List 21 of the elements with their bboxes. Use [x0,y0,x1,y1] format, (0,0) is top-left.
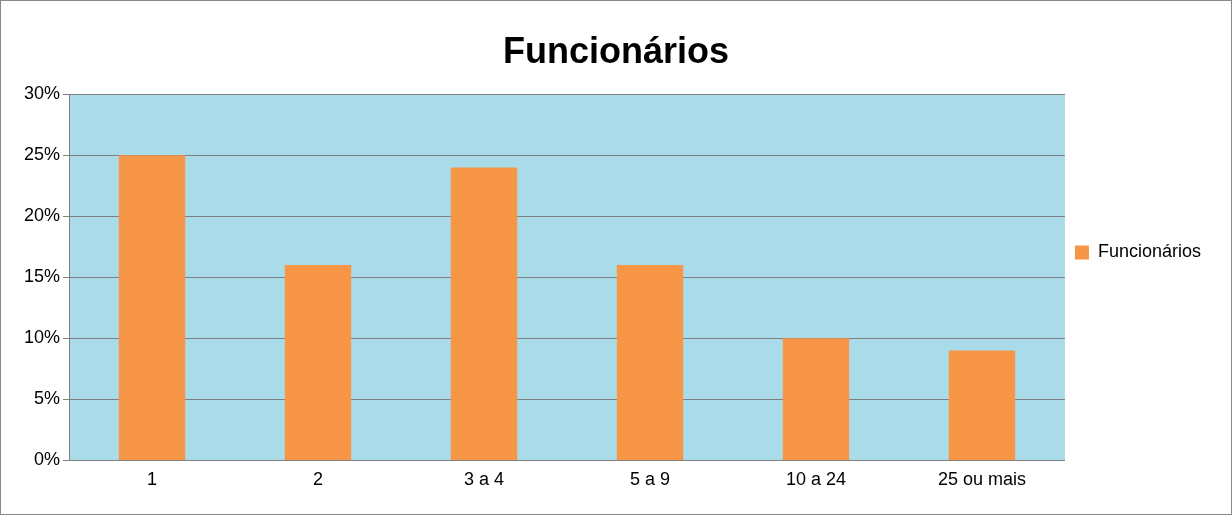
x-tick-label: 25 ou mais [937,469,1026,490]
x-tick-label: 1 [147,469,158,490]
legend-label: Funcionários [1097,241,1202,262]
bar [782,338,850,460]
bar [450,167,518,460]
x-tick-label: 2 [313,469,324,490]
y-tick-label: 30% [24,83,61,104]
chart-title: Funcionários [502,29,730,71]
bar [616,265,684,460]
y-tick-label: 15% [24,266,61,287]
bar [118,155,186,460]
x-tick-label: 3 a 4 [463,469,505,490]
bar [284,265,352,460]
x-tick-label: 5 a 9 [629,469,670,490]
y-tick-label: 10% [24,327,61,348]
y-tick-label: 20% [24,205,61,226]
bar [948,350,1016,460]
x-tick-label: 10 a 24 [785,469,846,490]
y-tick-label: 0% [34,449,61,470]
y-tick-label: 25% [24,144,61,165]
y-tick-label: 5% [34,388,61,409]
